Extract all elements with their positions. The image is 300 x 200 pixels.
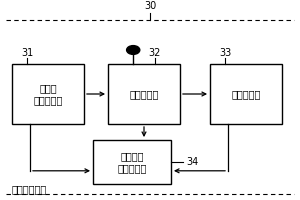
Bar (210, 64, 282, 124)
Text: 34: 34 (186, 157, 198, 167)
Bar (93, 140, 171, 184)
Bar (12, 64, 84, 124)
Text: 输入键
按键检测部: 输入键 按键检测部 (33, 83, 63, 105)
Text: 信息收发
状态提示部: 信息收发 状态提示部 (117, 151, 147, 173)
Text: 31: 31 (21, 48, 33, 58)
Text: 无线通信终端: 无线通信终端 (12, 184, 47, 194)
Bar (108, 64, 180, 124)
Text: 32: 32 (148, 48, 161, 58)
Text: 33: 33 (219, 48, 231, 58)
Text: 语音发送部: 语音发送部 (231, 89, 261, 99)
Text: 语音存储部: 语音存储部 (129, 89, 159, 99)
Circle shape (127, 46, 140, 54)
Text: 30: 30 (144, 1, 156, 11)
